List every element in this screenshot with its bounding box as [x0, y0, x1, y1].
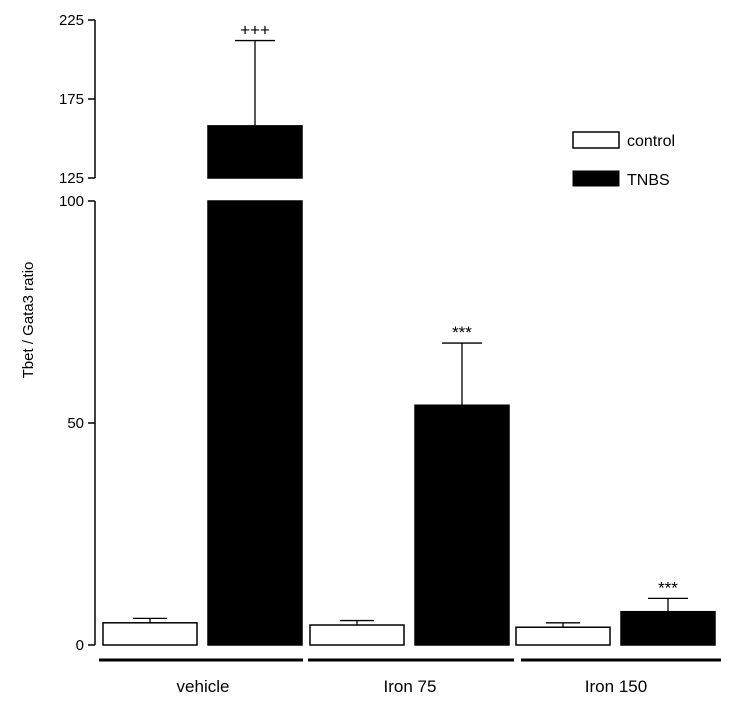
y-tick-label: 100: [59, 193, 84, 210]
bars: +++ *** ***: [102, 21, 716, 646]
category-groups: vehicle Iron 75 Iron 150: [99, 658, 721, 696]
bar-tnbs-upper: [207, 125, 303, 179]
category-label: Iron 75: [384, 677, 437, 696]
legend: control TNBS: [572, 131, 675, 189]
category-label: Iron 150: [585, 677, 647, 696]
y-axis-label: Tbet / Gata3 ratio: [20, 262, 37, 379]
bar-tnbs: [414, 404, 510, 646]
bar-control: [102, 622, 198, 646]
significance-annotation: ***: [658, 578, 678, 597]
y-tick-label: 225: [59, 12, 84, 29]
legend-swatch-tnbs: [572, 170, 620, 187]
category-label: vehicle: [177, 677, 230, 696]
y-tick-label: 0: [76, 637, 84, 654]
bar-tnbs-lower: [207, 200, 303, 646]
significance-annotation: ***: [452, 323, 472, 342]
y-tick-label: 50: [67, 415, 84, 432]
bar-control: [309, 624, 405, 646]
y-ticks: 0 50 100 125 175 225: [59, 12, 95, 654]
bar-control: [515, 626, 611, 646]
y-tick-label: 125: [59, 170, 84, 187]
significance-annotation: +++: [240, 21, 270, 40]
legend-swatch-control: [572, 131, 620, 149]
bar-tnbs: [620, 610, 716, 646]
y-tick-label: 175: [59, 91, 84, 108]
legend-label-tnbs: TNBS: [627, 172, 670, 189]
legend-label-control: control: [627, 133, 675, 150]
